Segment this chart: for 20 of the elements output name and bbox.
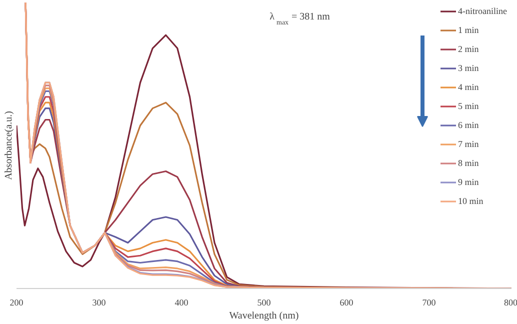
- legend-label: 1 min: [458, 25, 479, 35]
- x-tick-label: 200: [10, 298, 24, 308]
- legend-label: 7 min: [458, 139, 479, 149]
- legend-label: 3 min: [458, 63, 479, 73]
- y-axis-title: Absorbance(a.u.): [4, 111, 14, 180]
- x-axis-title: Wavelength (nm): [229, 310, 299, 322]
- legend-label: 4-nitroaniline: [458, 6, 507, 16]
- legend-label: 6 min: [458, 120, 479, 130]
- legend-label: 5 min: [458, 101, 479, 111]
- x-tick-label: 700: [422, 298, 436, 308]
- x-tick-label: 400: [174, 298, 189, 308]
- x-tick-label: 300: [92, 298, 106, 308]
- x-tick-label: 500: [257, 298, 272, 308]
- legend-label: 10 min: [458, 196, 484, 206]
- legend-label: 8 min: [458, 158, 479, 168]
- legend-label: 9 min: [458, 177, 479, 187]
- legend-label: 2 min: [458, 44, 479, 54]
- legend-label: 4 min: [458, 82, 479, 92]
- x-tick-label: 800: [504, 298, 517, 308]
- x-tick-label: 600: [340, 298, 354, 308]
